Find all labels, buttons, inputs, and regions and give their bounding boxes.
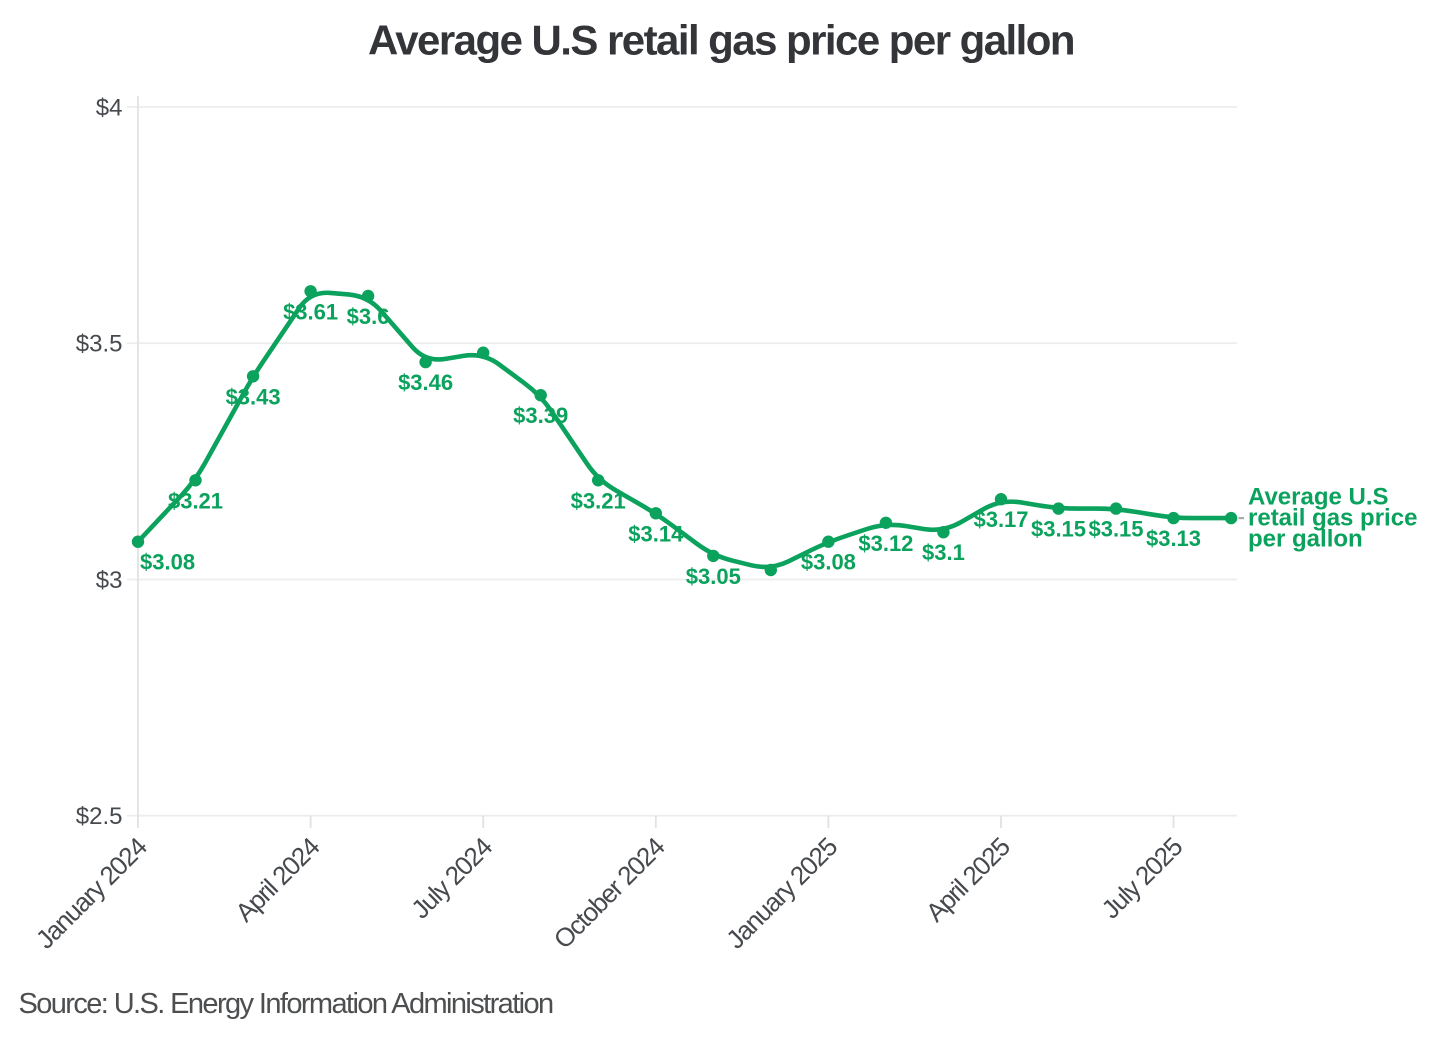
svg-text:retail gas price: retail gas price bbox=[1248, 505, 1417, 532]
svg-text:October 2024: October 2024 bbox=[548, 832, 671, 955]
svg-text:per gallon: per gallon bbox=[1248, 526, 1363, 553]
svg-text:$3.14: $3.14 bbox=[628, 521, 684, 546]
svg-text:$2.5: $2.5 bbox=[76, 803, 123, 830]
svg-text:January 2025: January 2025 bbox=[720, 832, 843, 955]
svg-text:January 2024: January 2024 bbox=[30, 832, 153, 955]
svg-text:$3.12: $3.12 bbox=[858, 531, 913, 556]
svg-text:$3.08: $3.08 bbox=[140, 550, 195, 575]
svg-text:$3.1: $3.1 bbox=[922, 540, 965, 565]
svg-text:$3: $3 bbox=[96, 567, 123, 594]
svg-text:$3.15: $3.15 bbox=[1031, 517, 1086, 542]
svg-text:$3.5: $3.5 bbox=[76, 331, 123, 358]
svg-text:$3.21: $3.21 bbox=[571, 488, 626, 513]
svg-text:July 2025: July 2025 bbox=[1095, 832, 1188, 925]
svg-text:$4: $4 bbox=[96, 94, 123, 121]
svg-text:$3.08: $3.08 bbox=[801, 550, 856, 575]
svg-text:$3.46: $3.46 bbox=[398, 370, 453, 395]
svg-text:$3.17: $3.17 bbox=[973, 507, 1028, 532]
svg-text:$3.13: $3.13 bbox=[1146, 526, 1201, 551]
svg-text:April 2024: April 2024 bbox=[229, 832, 325, 928]
svg-text:$3.39: $3.39 bbox=[513, 403, 568, 428]
svg-text:$3.6: $3.6 bbox=[347, 304, 390, 329]
svg-text:$3.21: $3.21 bbox=[168, 488, 223, 513]
svg-text:Average U.S: Average U.S bbox=[1248, 484, 1389, 511]
svg-text:$3.61: $3.61 bbox=[283, 299, 338, 324]
svg-text:$3.15: $3.15 bbox=[1088, 517, 1143, 542]
svg-text:Source: U.S. Energy Informatio: Source: U.S. Energy Information Administ… bbox=[19, 988, 554, 1020]
svg-text:$3.43: $3.43 bbox=[226, 384, 281, 409]
svg-text:July 2024: July 2024 bbox=[405, 832, 498, 925]
svg-text:April 2025: April 2025 bbox=[920, 832, 1016, 928]
svg-text:$3.05: $3.05 bbox=[686, 564, 741, 589]
svg-text:Average U.S retail gas price p: Average U.S retail gas price per gallon bbox=[368, 17, 1074, 64]
